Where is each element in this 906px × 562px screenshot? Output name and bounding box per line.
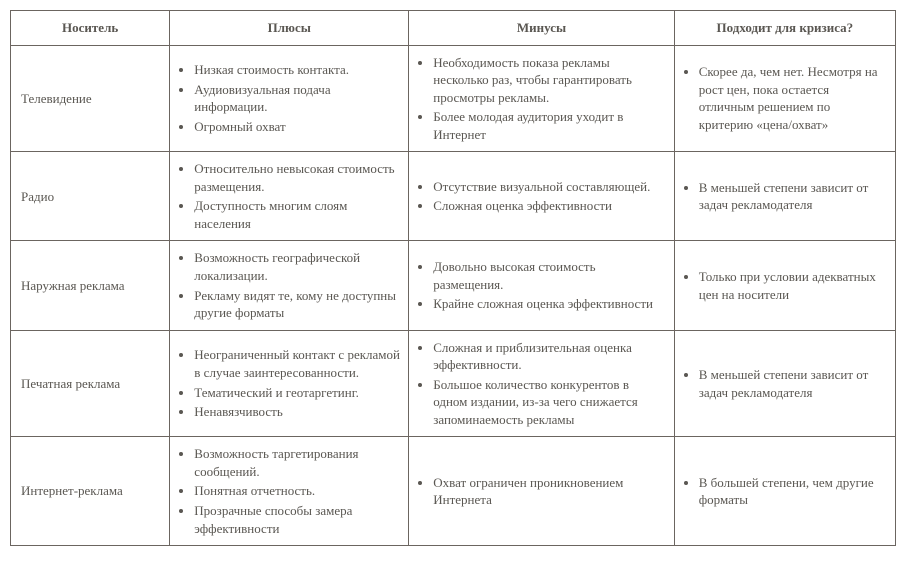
pros-item: Рекламу видят те, кому не доступны други… — [194, 287, 400, 322]
crisis-item: Скорее да, чем нет. Несмотря на рост цен… — [699, 63, 887, 133]
pros-item: Относительно невысокая стоимость размеще… — [194, 160, 400, 195]
cons-item: Отсутствие визуальной составляющей. — [433, 178, 666, 196]
col-header-media: Носитель — [11, 11, 170, 46]
cons-list: Сложная и приблизительная оценка эффекти… — [417, 339, 666, 429]
pros-item: Тематический и геотаргетинг. — [194, 384, 400, 402]
crisis-item: В меньшей степени зависит от задач рекла… — [699, 366, 887, 401]
cons-item: Сложная оценка эффективности — [433, 197, 666, 215]
crisis-item: В большей степени, чем другие форматы — [699, 474, 887, 509]
cons-item: Довольно высокая стоимость размещения. — [433, 258, 666, 293]
pros-cell: Относительно невысокая стоимость размеще… — [170, 152, 409, 241]
cons-list: Охват ограничен проникновением Интернета — [417, 474, 666, 509]
pros-item: Ненавязчивость — [194, 403, 400, 421]
crisis-item: Только при условии адекватных цен на нос… — [699, 268, 887, 303]
table-row: Наружная рекламаВозможность географическ… — [11, 241, 896, 330]
crisis-list: В меньшей степени зависит от задач рекла… — [683, 366, 887, 401]
crisis-item: В меньшей степени зависит от задач рекла… — [699, 179, 887, 214]
pros-list: Неограниченный контакт с рекламой в случ… — [178, 346, 400, 420]
cons-item: Крайне сложная оценка эффективности — [433, 295, 666, 313]
cons-item: Большое количество конкурентов в одном и… — [433, 376, 666, 429]
media-comparison-table: Носитель Плюсы Минусы Подходит для кризи… — [10, 10, 896, 546]
table-row: Телевидение Низкая стоимость контакта. Ауд… — [11, 45, 896, 152]
pros-list: Низкая стоимость контакта. Аудиовизуальна… — [178, 61, 400, 135]
table-row: Радио Относительно невысокая стоимость ра… — [11, 152, 896, 241]
pros-cell: Неограниченный контакт с рекламой в случ… — [170, 330, 409, 437]
pros-item: Понятная отчетность. — [194, 482, 400, 500]
crisis-list: В большей степени, чем другие форматы — [683, 474, 887, 509]
col-header-crisis: Подходит для кризиса? — [674, 11, 895, 46]
pros-list: Относительно невысокая стоимость размеще… — [178, 160, 400, 232]
table-row: Печатная реклама Неограниченный контакт с… — [11, 330, 896, 437]
media-name-cell: Интернет-реклама — [11, 437, 170, 546]
media-name-cell: Печатная реклама — [11, 330, 170, 437]
pros-cell: Возможность географической локализации.Р… — [170, 241, 409, 330]
cons-item: Сложная и приблизительная оценка эффекти… — [433, 339, 666, 374]
col-header-cons: Минусы — [409, 11, 675, 46]
pros-item: Прозрачные способы замера эффективности — [194, 502, 400, 537]
crisis-list: Только при условии адекватных цен на нос… — [683, 268, 887, 303]
cons-list: Отсутствие визуальной составляющей.Сложн… — [417, 178, 666, 215]
cons-item: Более молодая аудитория уходит в Интерне… — [433, 108, 666, 143]
media-name-cell: Телевидение — [11, 45, 170, 152]
pros-item: Неограниченный контакт с рекламой в случ… — [194, 346, 400, 381]
crisis-cell: В большей степени, чем другие форматы — [674, 437, 895, 546]
pros-item: Низкая стоимость контакта. — [194, 61, 400, 79]
pros-cell: Возможность таргетирования сообщений. Пон… — [170, 437, 409, 546]
table-row: Интернет-рекламаВозможность таргетирован… — [11, 437, 896, 546]
table-header-row: Носитель Плюсы Минусы Подходит для кризи… — [11, 11, 896, 46]
cons-item: Необходимость показа рекламы несколько р… — [433, 54, 666, 107]
cons-cell: Отсутствие визуальной составляющей.Сложн… — [409, 152, 675, 241]
pros-list: Возможность таргетирования сообщений. Пон… — [178, 445, 400, 537]
cons-item: Охват ограничен проникновением Интернета — [433, 474, 666, 509]
crisis-cell: В меньшей степени зависит от задач рекла… — [674, 330, 895, 437]
crisis-cell: Скорее да, чем нет. Несмотря на рост цен… — [674, 45, 895, 152]
pros-item: Доступность многим слоям населения — [194, 197, 400, 232]
media-name-cell: Радио — [11, 152, 170, 241]
pros-item: Возможность географической локализации. — [194, 249, 400, 284]
cons-cell: Необходимость показа рекламы несколько р… — [409, 45, 675, 152]
pros-item: Возможность таргетирования сообщений. — [194, 445, 400, 480]
crisis-cell: Только при условии адекватных цен на нос… — [674, 241, 895, 330]
crisis-list: Скорее да, чем нет. Несмотря на рост цен… — [683, 63, 887, 133]
col-header-pros: Плюсы — [170, 11, 409, 46]
pros-item: Огромный охват — [194, 118, 400, 136]
cons-cell: Довольно высокая стоимость размещения. Кр… — [409, 241, 675, 330]
cons-cell: Охват ограничен проникновением Интернета — [409, 437, 675, 546]
cons-cell: Сложная и приблизительная оценка эффекти… — [409, 330, 675, 437]
crisis-cell: В меньшей степени зависит от задач рекла… — [674, 152, 895, 241]
media-name-cell: Наружная реклама — [11, 241, 170, 330]
crisis-list: В меньшей степени зависит от задач рекла… — [683, 179, 887, 214]
cons-list: Довольно высокая стоимость размещения. Кр… — [417, 258, 666, 313]
pros-list: Возможность географической локализации.Р… — [178, 249, 400, 321]
pros-item: Аудиовизуальная подача информации. — [194, 81, 400, 116]
cons-list: Необходимость показа рекламы несколько р… — [417, 54, 666, 144]
pros-cell: Низкая стоимость контакта. Аудиовизуальна… — [170, 45, 409, 152]
